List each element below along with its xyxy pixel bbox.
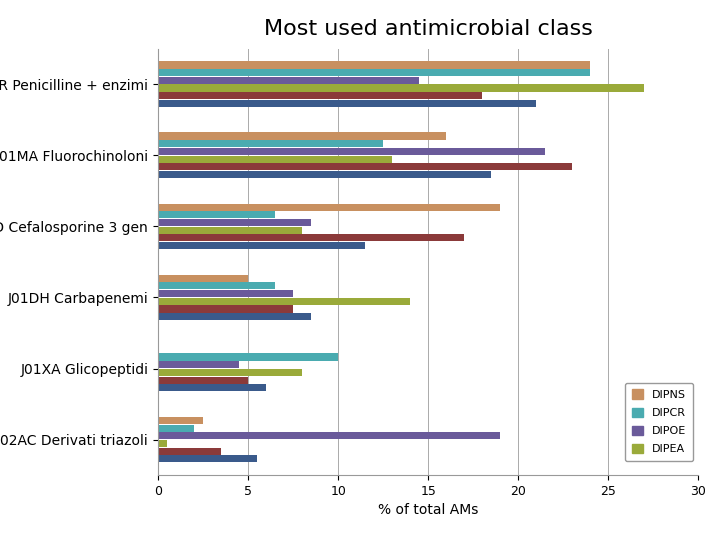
Legend: DIPNS, DIPCR, DIPOE, DIPEA: DIPNS, DIPCR, DIPOE, DIPEA (625, 383, 693, 461)
Bar (158, 448, 222, 455)
Bar (158, 227, 302, 234)
Bar (158, 424, 194, 431)
Bar (158, 156, 392, 163)
Bar (158, 369, 302, 376)
Bar (158, 219, 311, 226)
Bar (158, 313, 311, 320)
Bar (158, 432, 500, 440)
Bar (158, 354, 338, 361)
Title: Most used antimicrobial class: Most used antimicrobial class (264, 19, 593, 39)
Bar (158, 306, 294, 313)
Bar (158, 84, 644, 92)
Bar (158, 376, 248, 383)
Bar (158, 361, 239, 368)
Bar (158, 163, 572, 170)
Bar (158, 92, 482, 99)
Bar (158, 455, 258, 462)
Bar (158, 148, 546, 155)
Bar (158, 204, 500, 211)
Bar (158, 234, 464, 241)
Bar (158, 242, 365, 249)
Bar (158, 62, 590, 69)
Bar (158, 290, 294, 297)
Bar (158, 298, 410, 305)
Bar (158, 171, 491, 178)
Bar (158, 440, 167, 447)
Bar (158, 77, 419, 84)
Bar (158, 211, 275, 218)
Bar (158, 100, 536, 107)
Bar (158, 140, 383, 147)
Bar (158, 132, 446, 140)
Bar (158, 275, 248, 282)
Bar (158, 417, 204, 424)
Bar (158, 384, 266, 392)
Bar (158, 282, 275, 289)
X-axis label: % of total AMs: % of total AMs (378, 503, 479, 517)
Bar (158, 69, 590, 76)
